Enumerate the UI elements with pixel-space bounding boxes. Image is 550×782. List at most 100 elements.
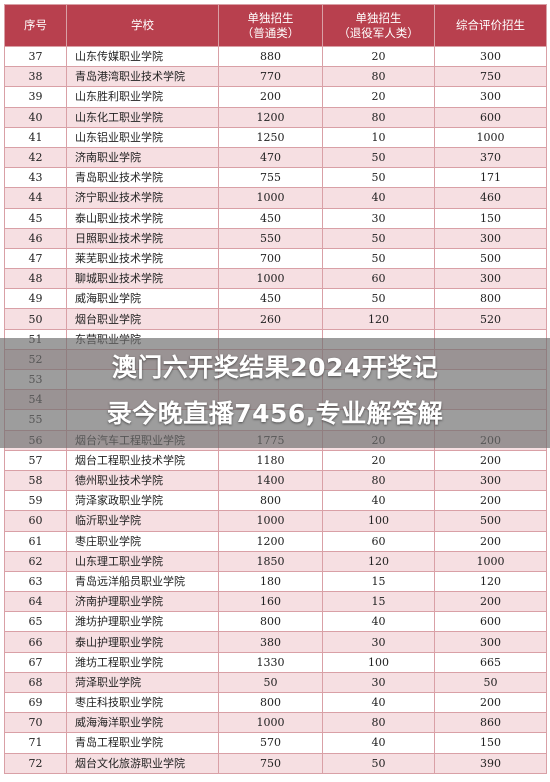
cell-general: 160: [218, 591, 323, 613]
cell-veteran: 50: [322, 288, 435, 310]
cell-no: 65: [4, 611, 67, 633]
cell-comprehensive: 300: [434, 227, 547, 249]
cell-comprehensive: 200: [434, 490, 547, 512]
cell-general: 750: [218, 752, 323, 774]
cell-general: 200: [218, 86, 323, 108]
cell-general: 1000: [218, 187, 323, 209]
table-row: 45 泰山职业技术学院 450 30 150: [4, 207, 547, 229]
cell-school: 潍坊工程职业学院: [66, 651, 219, 673]
cell-comprehensive: 370: [434, 146, 547, 169]
cell-comprehensive: 300: [434, 268, 547, 290]
cell-general: 1250: [218, 126, 323, 148]
cell-veteran: 120: [322, 550, 435, 572]
cell-general: 770: [218, 66, 323, 88]
header-general-line1: 单独招生: [247, 10, 294, 25]
header-veteran-line1: 单独招生: [355, 10, 402, 25]
cell-no: 38: [4, 66, 67, 88]
cell-veteran: 30: [322, 207, 435, 229]
cell-veteran: 15: [322, 591, 435, 613]
cell-no: 57: [4, 449, 67, 471]
cell-school: 山东胜利职业学院: [66, 86, 219, 108]
cell-school: 济宁职业技术学院: [66, 187, 219, 209]
cell-no: 71: [4, 732, 67, 754]
header-general: 单独招生 （普通类）: [218, 4, 323, 47]
header-veteran-line2: （退役军人类）: [338, 25, 419, 40]
cell-general: 570: [218, 732, 323, 754]
cell-general: 260: [218, 308, 323, 330]
table-body: 37 山东传媒职业学院 880 20 300 38 青岛港湾职业技术学院 770 80 750 39…: [4, 45, 547, 774]
cell-school: 山东化工职业学院: [66, 106, 219, 128]
cell-general: 1000: [218, 268, 323, 290]
cell-comprehensive: 200: [434, 691, 547, 714]
cell-no: 46: [4, 227, 67, 249]
cell-comprehensive: 300: [434, 86, 547, 108]
cell-general: 1000: [218, 712, 323, 734]
cell-no: 37: [4, 45, 67, 68]
cell-general: 1400: [218, 469, 323, 492]
cell-comprehensive: 200: [434, 591, 547, 613]
table-row: 47 莱芜职业技术学院 700 50 500: [4, 247, 547, 270]
table-row: 37 山东传媒职业学院 880 20 300: [4, 45, 547, 68]
cell-no: 70: [4, 712, 67, 734]
table-row: 71 青岛工程职业学院 570 40 150: [4, 732, 547, 754]
cell-general: 1330: [218, 651, 323, 673]
cell-general: 50: [218, 671, 323, 694]
table-row: 60 临沂职业学院 1000 100 500: [4, 510, 547, 532]
cell-veteran: 80: [322, 712, 435, 734]
cell-comprehensive: 600: [434, 106, 547, 128]
cell-general: 1200: [218, 106, 323, 128]
cell-no: 60: [4, 510, 67, 532]
table-row: 63 青岛远洋船员职业学院 180 15 120: [4, 570, 547, 593]
cell-veteran: 80: [322, 106, 435, 128]
cell-no: 59: [4, 490, 67, 512]
cell-veteran: 40: [322, 732, 435, 754]
cell-comprehensive: 120: [434, 570, 547, 593]
cell-veteran: 120: [322, 308, 435, 330]
header-no: 序号: [4, 4, 67, 47]
header-comprehensive: 综合评价招生: [434, 4, 547, 47]
table-row: 68 菏泽职业学院 50 30 50: [4, 671, 547, 694]
cell-school: 青岛工程职业学院: [66, 732, 219, 754]
cell-school: 烟台文化旅游职业学院: [66, 752, 219, 774]
cell-comprehensive: 300: [434, 45, 547, 68]
table-row: 38 青岛港湾职业技术学院 770 80 750: [4, 66, 547, 88]
cell-comprehensive: 520: [434, 308, 547, 330]
cell-no: 40: [4, 106, 67, 128]
cell-general: 800: [218, 691, 323, 714]
table-row: 40 山东化工职业学院 1200 80 600: [4, 106, 547, 128]
cell-no: 72: [4, 752, 67, 774]
cell-general: 550: [218, 227, 323, 249]
table-row: 67 潍坊工程职业学院 1330 100 665: [4, 651, 547, 673]
cell-veteran: 100: [322, 510, 435, 532]
cell-no: 41: [4, 126, 67, 148]
cell-veteran: 20: [322, 86, 435, 108]
cell-comprehensive: 460: [434, 187, 547, 209]
cell-general: 1180: [218, 449, 323, 471]
cell-veteran: 40: [322, 611, 435, 633]
table-row: 42 济南职业学院 470 50 370: [4, 146, 547, 169]
cell-veteran: 50: [322, 146, 435, 169]
cell-general: 1850: [218, 550, 323, 572]
cell-school: 枣庄科技职业学院: [66, 691, 219, 714]
cell-no: 69: [4, 691, 67, 714]
cell-comprehensive: 150: [434, 732, 547, 754]
cell-school: 威海海洋职业学院: [66, 712, 219, 734]
cell-comprehensive: 171: [434, 167, 547, 189]
cell-school: 济南职业学院: [66, 146, 219, 169]
cell-school: 枣庄职业学院: [66, 530, 219, 552]
cell-veteran: 50: [322, 167, 435, 189]
cell-no: 61: [4, 530, 67, 552]
table-row: 58 德州职业技术学院 1400 80 300: [4, 469, 547, 492]
table-row: 59 菏泽家政职业学院 800 40 200: [4, 490, 547, 512]
cell-school: 聊城职业技术学院: [66, 268, 219, 290]
cell-general: 800: [218, 611, 323, 633]
table-row: 69 枣庄科技职业学院 800 40 200: [4, 691, 547, 714]
cell-school: 莱芜职业技术学院: [66, 247, 219, 270]
cell-school: 潍坊护理职业学院: [66, 611, 219, 633]
cell-veteran: 20: [322, 45, 435, 68]
table-row: 57 烟台工程职业技术学院 1180 20 200: [4, 449, 547, 471]
cell-no: 50: [4, 308, 67, 330]
cell-no: 66: [4, 631, 67, 653]
cell-no: 43: [4, 167, 67, 189]
cell-veteran: 80: [322, 469, 435, 492]
